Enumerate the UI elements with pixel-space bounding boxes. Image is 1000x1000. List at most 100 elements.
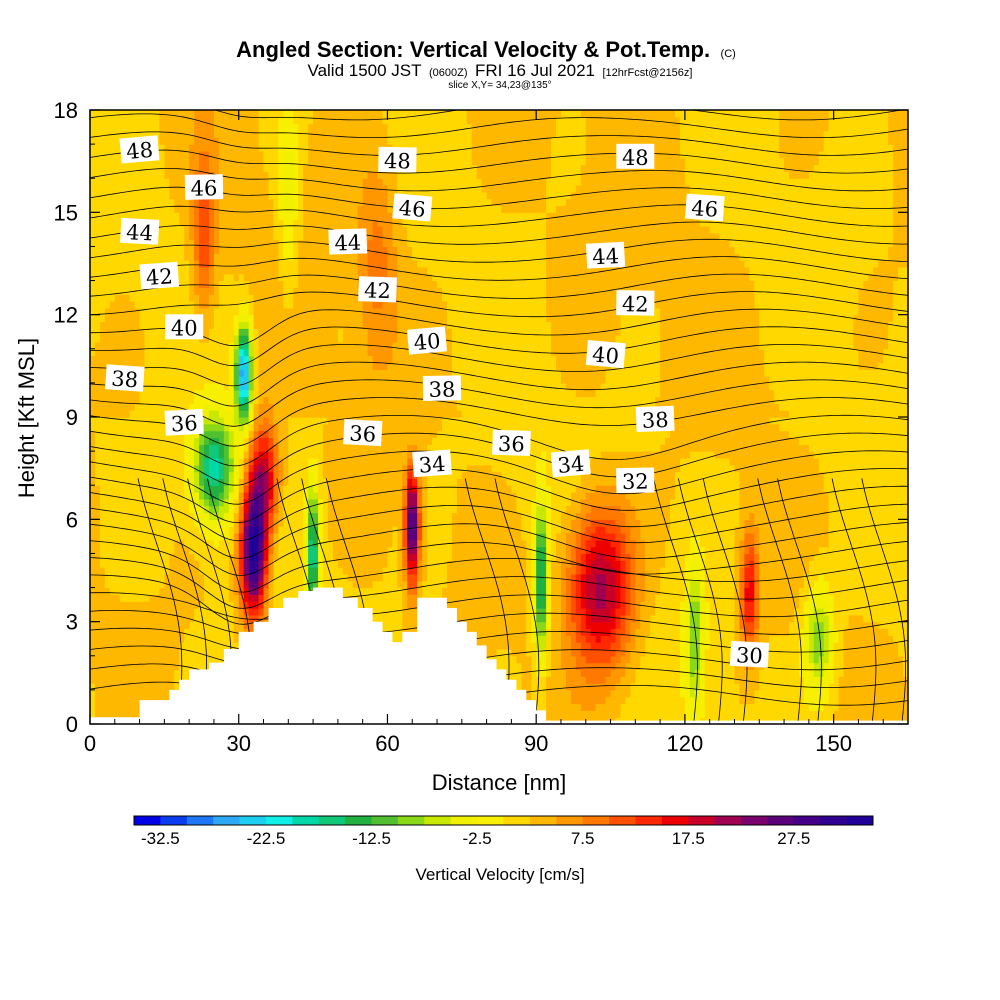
velocity-cell	[323, 314, 329, 323]
velocity-cell	[273, 260, 279, 268]
velocity-cell	[184, 628, 190, 636]
velocity-cell	[94, 355, 101, 364]
velocity-cell	[174, 621, 180, 630]
velocity-cell	[184, 246, 190, 254]
velocity-cell	[213, 655, 220, 664]
velocity-cell	[144, 457, 151, 466]
velocity-cell	[109, 464, 116, 473]
velocity-cell	[179, 307, 185, 316]
velocity-cell	[253, 587, 260, 595]
velocity-cell	[124, 642, 131, 650]
velocity-cell	[248, 164, 255, 172]
velocity-cell	[179, 205, 185, 213]
velocity-cell	[109, 253, 116, 261]
velocity-cell	[342, 116, 349, 125]
velocity-cell	[293, 451, 299, 459]
velocity-cell	[164, 642, 170, 650]
velocity-cell	[99, 662, 106, 671]
velocity-cell	[94, 614, 101, 623]
velocity-cell	[99, 376, 106, 384]
velocity-cell	[253, 362, 260, 370]
velocity-cell	[243, 519, 250, 527]
velocity-cell	[94, 382, 101, 391]
velocity-cell	[223, 253, 230, 261]
velocity-cell	[342, 110, 349, 118]
velocity-cell	[139, 573, 146, 582]
velocity-cell	[308, 314, 314, 323]
velocity-cell	[204, 355, 210, 364]
velocity-cell	[159, 648, 165, 657]
velocity-cell	[149, 492, 156, 500]
velocity-cell	[124, 594, 131, 602]
velocity-cell	[90, 287, 96, 295]
velocity-cell	[308, 266, 314, 275]
velocity-cell	[273, 362, 279, 370]
velocity-cell	[337, 123, 344, 132]
velocity-cell	[313, 328, 319, 336]
velocity-cell	[94, 430, 101, 439]
velocity-cell	[90, 382, 96, 391]
velocity-cell	[104, 130, 111, 138]
velocity-cell	[204, 648, 210, 657]
velocity-cell	[184, 669, 190, 677]
velocity-cell	[233, 335, 240, 343]
velocity-cell	[318, 546, 324, 555]
velocity-cell	[283, 505, 289, 514]
velocity-cell	[293, 191, 299, 200]
velocity-cell	[288, 532, 294, 541]
velocity-cell	[313, 260, 319, 268]
velocity-cell	[268, 335, 275, 343]
velocity-cell	[342, 485, 349, 493]
velocity-cell	[174, 471, 180, 479]
velocity-cell	[258, 498, 265, 507]
velocity-cell	[119, 307, 126, 316]
velocity-cell	[179, 532, 185, 541]
velocity-cell	[243, 573, 250, 582]
velocity-cell	[278, 532, 284, 541]
velocity-cell	[114, 205, 121, 213]
velocity-cell	[337, 560, 344, 568]
velocity-cell	[189, 260, 195, 268]
velocity-cell	[288, 273, 294, 282]
velocity-cell	[208, 512, 215, 520]
velocity-cell	[318, 396, 324, 404]
velocity-cell	[273, 294, 279, 302]
velocity-cell	[208, 621, 215, 630]
velocity-cell	[189, 526, 195, 534]
velocity-cell	[238, 539, 245, 548]
velocity-cell	[119, 703, 126, 711]
velocity-cell	[114, 246, 121, 254]
velocity-cell	[144, 382, 151, 391]
velocity-cell	[169, 116, 175, 125]
velocity-cell	[114, 164, 121, 172]
velocity-cell	[228, 164, 235, 172]
velocity-cell	[357, 471, 364, 479]
velocity-cell	[327, 396, 334, 404]
velocity-cell	[159, 232, 165, 241]
velocity-cell	[288, 294, 294, 302]
velocity-cell	[194, 505, 200, 514]
velocity-cell	[149, 430, 156, 439]
velocity-cell	[278, 239, 284, 248]
velocity-cell	[154, 683, 161, 691]
velocity-cell	[263, 478, 270, 486]
velocity-cell	[169, 123, 175, 132]
velocity-cell	[194, 478, 200, 486]
velocity-cell	[90, 587, 96, 595]
velocity-cell	[154, 628, 161, 636]
velocity-cell	[204, 512, 210, 520]
velocity-cell	[99, 710, 106, 718]
velocity-cell	[243, 594, 250, 602]
velocity-cell	[332, 423, 339, 432]
velocity-cell	[228, 307, 235, 316]
velocity-cell	[179, 164, 185, 172]
velocity-cell	[139, 389, 146, 398]
velocity-cell	[347, 260, 354, 268]
velocity-cell	[268, 573, 275, 582]
velocity-cell	[283, 519, 289, 527]
velocity-cell	[129, 457, 136, 466]
velocity-cell	[273, 512, 279, 520]
velocity-cell	[293, 205, 299, 213]
velocity-cell	[94, 457, 101, 466]
velocity-cell	[332, 505, 339, 514]
